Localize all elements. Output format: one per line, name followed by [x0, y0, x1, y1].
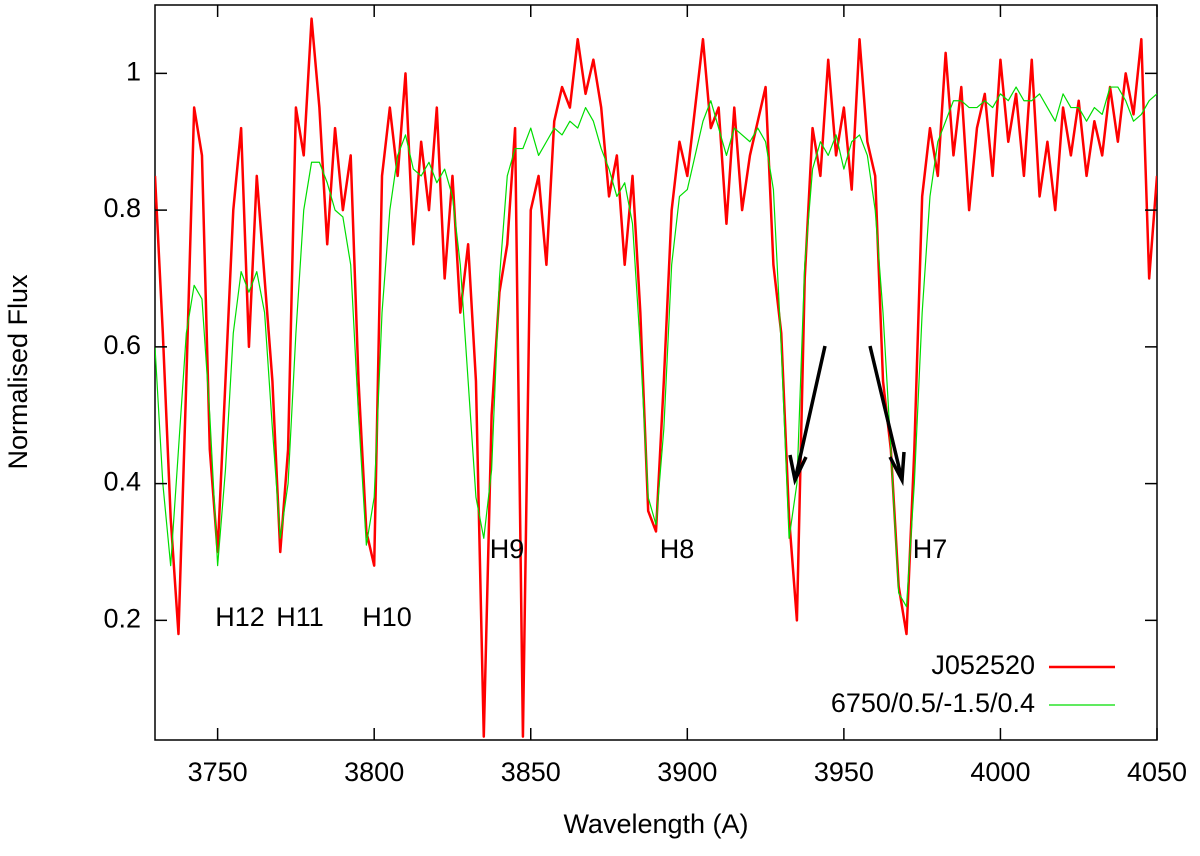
- legend-label: J052520: [931, 650, 1035, 680]
- plot-area: [155, 17, 1157, 738]
- x-tick-label: 3900: [657, 757, 717, 787]
- line-label: H10: [362, 602, 412, 632]
- arrow-head: [888, 451, 906, 487]
- x-tick-label: 3800: [344, 757, 404, 787]
- line-label: H7: [913, 534, 948, 564]
- line-label: H12: [215, 602, 265, 632]
- line-label: H9: [490, 534, 525, 564]
- y-tick-label: 0.4: [103, 467, 141, 497]
- arrows: [788, 345, 906, 487]
- line-label: H8: [660, 534, 695, 564]
- plot-frame: [154, 4, 1158, 741]
- x-tick-label: 4000: [970, 757, 1030, 787]
- x-tick-label: 3850: [501, 757, 561, 787]
- line-label: H11: [276, 602, 324, 632]
- legend-label: 6750/0.5/-1.5/0.4: [831, 688, 1035, 718]
- x-tick-label: 4050: [1127, 757, 1187, 787]
- y-tick-label: 0.8: [103, 193, 141, 223]
- y-tick-label: 1: [126, 56, 141, 86]
- x-tick-label: 3950: [814, 757, 874, 787]
- x-tick-label: 3750: [188, 757, 248, 787]
- y-tick-label: 0.2: [103, 603, 141, 633]
- spectrum-line: [155, 17, 1157, 738]
- arrow: [793, 345, 827, 481]
- arrow-head: [788, 454, 808, 486]
- spectrum-line: [155, 86, 1157, 608]
- y-tick-label: 0.6: [103, 330, 141, 360]
- arrow: [868, 345, 904, 481]
- x-axis-label: Wavelength (A): [563, 809, 748, 839]
- y-axis-label: Normalised Flux: [3, 274, 33, 470]
